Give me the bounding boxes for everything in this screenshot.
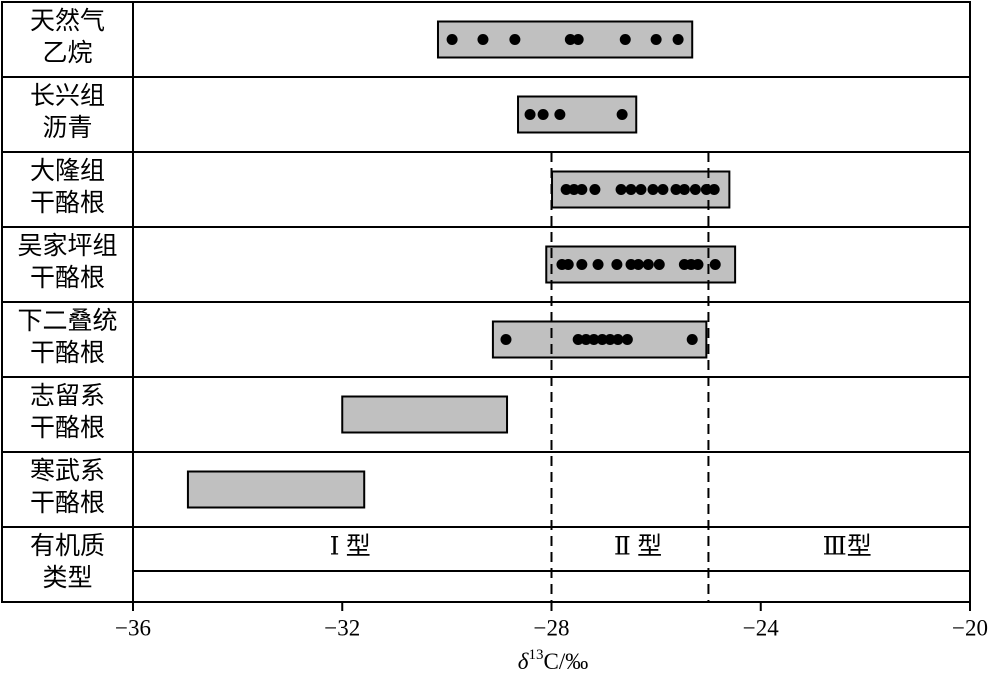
data-dot: [615, 184, 627, 195]
x-axis-label: δ13C/‰: [518, 647, 588, 674]
data-dot: [500, 334, 512, 345]
data-dot: [625, 184, 637, 195]
row-label: 干酪根: [30, 414, 105, 442]
row-label: 有机质: [30, 532, 105, 560]
data-dot: [592, 259, 604, 270]
data-dot: [611, 259, 623, 270]
data-dot: [580, 334, 592, 345]
data-dot: [554, 109, 566, 120]
row-label: 干酪根: [30, 264, 105, 292]
data-dot: [670, 184, 682, 195]
row-label: 天然气: [30, 7, 105, 35]
x-label-rest: C/‰: [543, 649, 588, 674]
row-label: 干酪根: [30, 339, 105, 367]
data-dot: [650, 34, 662, 45]
data-dot: [616, 109, 628, 120]
x-tick-label: −24: [743, 615, 779, 640]
range-box: [341, 395, 509, 434]
row-label: 大隆组: [30, 157, 105, 185]
row-label: 乙烷: [42, 39, 92, 67]
data-dot: [612, 334, 624, 345]
data-dot: [477, 34, 489, 45]
data-dot: [568, 184, 580, 195]
data-dot: [604, 334, 616, 345]
data-dot: [560, 184, 572, 195]
data-dot: [653, 259, 665, 270]
row-label: 长兴组: [30, 82, 105, 110]
x-label-sup: 13: [528, 647, 543, 663]
row-label: 类型: [42, 564, 92, 592]
data-dot: [509, 34, 521, 45]
data-dot: [562, 259, 574, 270]
data-dot: [672, 34, 684, 45]
data-dot: [572, 334, 584, 345]
data-dot: [576, 184, 588, 195]
x-tick-label: −36: [115, 615, 151, 640]
x-tick-label: −20: [952, 615, 988, 640]
data-dot: [588, 334, 600, 345]
data-dot: [589, 184, 601, 195]
data-dot: [678, 184, 690, 195]
row-label: 干酪根: [30, 189, 105, 217]
zone-label: Ⅱ 型: [614, 533, 662, 561]
row-label: 沥青: [42, 114, 92, 142]
row-label: 吴家坪组: [17, 232, 117, 260]
frame: [1, 1, 971, 603]
data-dot: [647, 184, 659, 195]
data-dot: [708, 184, 720, 195]
data-dot: [635, 184, 647, 195]
data-dot: [689, 184, 701, 195]
data-dot: [709, 259, 721, 270]
data-dot: [576, 259, 588, 270]
data-dot: [537, 109, 549, 120]
data-dot: [524, 109, 536, 120]
row-label: 志留系: [30, 382, 105, 410]
data-dot: [564, 34, 576, 45]
zone-label: Ⅲ型: [823, 533, 872, 561]
data-dot: [657, 184, 669, 195]
zone-label: Ⅰ 型: [330, 533, 371, 561]
row-label: 干酪根: [30, 489, 105, 517]
range-box: [186, 470, 366, 509]
data-dot: [572, 34, 584, 45]
data-dot: [446, 34, 458, 45]
data-dot: [686, 334, 698, 345]
data-dot: [642, 259, 654, 270]
x-tick-label: −28: [534, 615, 570, 640]
data-dot: [596, 334, 608, 345]
x-label-symbol: δ: [518, 649, 529, 674]
data-dot: [632, 259, 644, 270]
data-dot: [619, 34, 631, 45]
data-dot: [621, 334, 633, 345]
data-dot: [692, 259, 704, 270]
row-label: 寒武系: [30, 457, 105, 485]
x-tick-label: −32: [324, 615, 360, 640]
row-label: 下二叠统: [17, 307, 117, 335]
